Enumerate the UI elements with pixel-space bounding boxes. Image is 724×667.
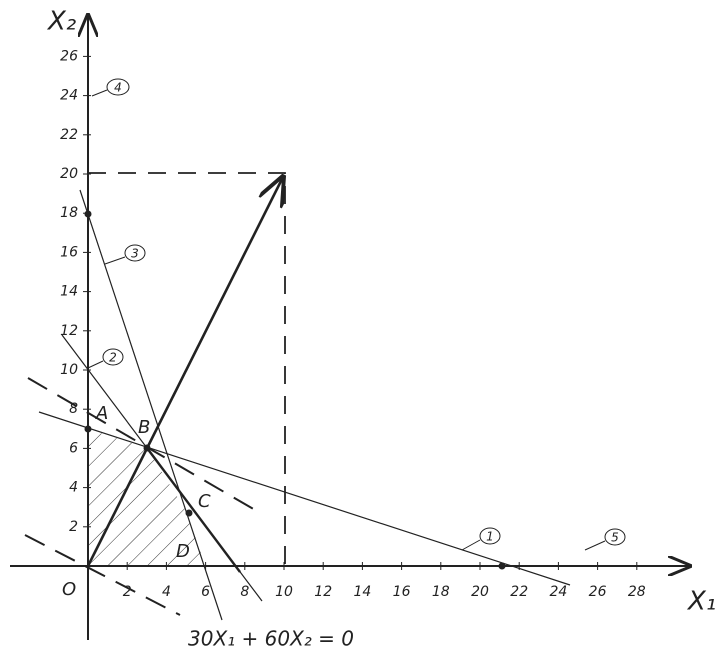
- point: [498, 562, 506, 570]
- y-tick-label: 2: [69, 519, 78, 535]
- objective-line: [24, 534, 181, 616]
- x-tick-label: 28: [628, 584, 646, 600]
- y-tick-label: 14: [60, 284, 78, 300]
- point: [143, 444, 151, 452]
- line-label: 4: [114, 81, 122, 95]
- x-tick-label: 4: [162, 584, 171, 600]
- x-tick-label: 16: [393, 584, 411, 600]
- x-tick-label: 24: [549, 584, 567, 600]
- y-tick-label: 10: [60, 362, 78, 378]
- y-tick-label: 24: [60, 88, 78, 104]
- x-tick-label: 14: [353, 584, 371, 600]
- x-tick-label: 2: [123, 584, 132, 600]
- line-label: 3: [131, 247, 139, 261]
- y-axis-label: X₂: [46, 7, 76, 37]
- line-label: 1: [486, 530, 494, 544]
- y-tick-label: 22: [60, 127, 78, 143]
- x-tick-label: 8: [240, 584, 249, 600]
- y-tick-label: 18: [60, 205, 78, 221]
- feasible-region: [88, 429, 206, 566]
- projection-lines: [88, 172, 286, 566]
- x-tick-label: 6: [201, 584, 210, 600]
- x-tick-label: 10: [275, 584, 293, 600]
- constraint-segment: [146, 447, 241, 573]
- gradient-vector: [86, 177, 283, 567]
- points: [84, 210, 506, 570]
- x-tick-label: 22: [510, 584, 528, 600]
- point-label: C: [198, 491, 211, 512]
- point: [84, 425, 92, 433]
- point-label: D: [176, 541, 190, 562]
- y-tick-label: 20: [60, 166, 78, 182]
- y-tick-label: 8: [69, 401, 78, 417]
- x-axis-label: X₁: [686, 587, 716, 617]
- point-label: A: [95, 403, 108, 424]
- x-tick-label: 18: [432, 584, 450, 600]
- constraint-line-1: [38, 411, 571, 586]
- x-tick-label: 12: [314, 584, 332, 600]
- objective-equation: 30X₁ + 60X₂ = 0: [188, 627, 354, 651]
- y-tick-label: 16: [60, 244, 78, 260]
- y-tick-label: 6: [69, 440, 78, 456]
- constraint-line-3: [79, 189, 223, 621]
- point: [185, 509, 193, 517]
- x-tick-label: 26: [589, 584, 607, 600]
- x-tick-label: 20: [471, 584, 489, 600]
- point-label: B: [138, 417, 150, 438]
- origin-label: O: [62, 579, 76, 600]
- y-tick-label: 26: [60, 48, 78, 64]
- line-label: 2: [109, 351, 117, 365]
- y-tick-label: 4: [69, 480, 78, 496]
- point: [84, 210, 92, 218]
- y-tick-label: 12: [60, 323, 78, 339]
- line-callouts: [87, 78, 626, 551]
- objective-line-shifted: [27, 377, 263, 515]
- line-label: 5: [611, 531, 619, 545]
